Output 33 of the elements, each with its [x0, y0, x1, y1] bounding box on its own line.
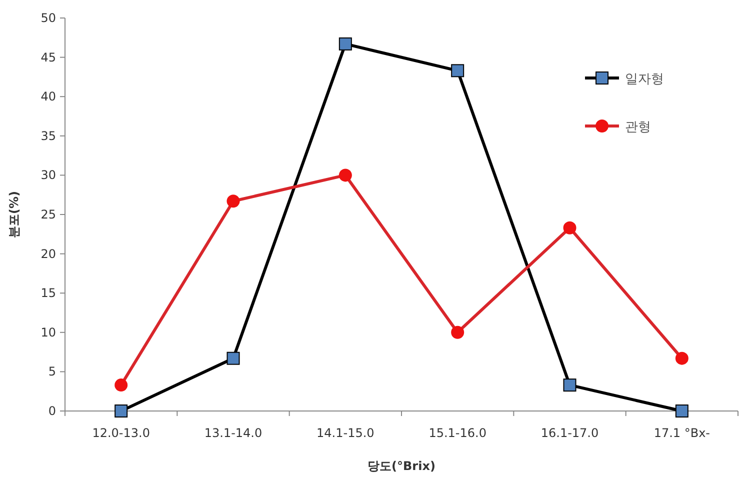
point — [338, 37, 352, 50]
x-tick-label: 14.1-15.0 — [316, 426, 374, 440]
x-tick-label: 17.1 °Bx- — [654, 426, 710, 440]
y-tick-label: 45 — [40, 50, 56, 64]
y-tick-label: 20 — [40, 246, 56, 261]
legend-label: 관형 — [625, 120, 651, 135]
y-tick-label: 25 — [40, 208, 56, 222]
x-tick-label: 12.0-13.0 — [92, 426, 150, 440]
y-tick-label: 50 — [40, 11, 56, 25]
point — [675, 404, 688, 418]
y-tick-label: 35 — [40, 128, 56, 143]
point — [226, 352, 240, 365]
y-tick-label: 30 — [40, 168, 56, 182]
point — [114, 404, 128, 418]
point — [338, 168, 352, 182]
y-tick-label: 5 — [48, 364, 56, 379]
point — [114, 378, 128, 392]
x-tick-label: 16.1-17.0 — [540, 426, 599, 440]
point — [451, 326, 464, 339]
x-tick-label: 15.1-16.0 — [428, 426, 486, 440]
y-axis-title: 분포(%) — [7, 191, 21, 238]
point — [563, 221, 576, 234]
x-tick-label: 13.1-14.0 — [204, 426, 262, 440]
point — [675, 352, 688, 365]
x-axis-title: 당도(°Brix) — [368, 459, 436, 473]
y-tick-label: 40 — [40, 90, 56, 104]
point — [563, 378, 576, 392]
legend-label: 일자형 — [625, 72, 664, 87]
y-tick-label: 0 — [48, 404, 56, 418]
point — [226, 194, 240, 208]
point — [451, 64, 464, 78]
y-tick-label: 15 — [40, 286, 56, 300]
y-tick-label: 10 — [40, 325, 56, 340]
